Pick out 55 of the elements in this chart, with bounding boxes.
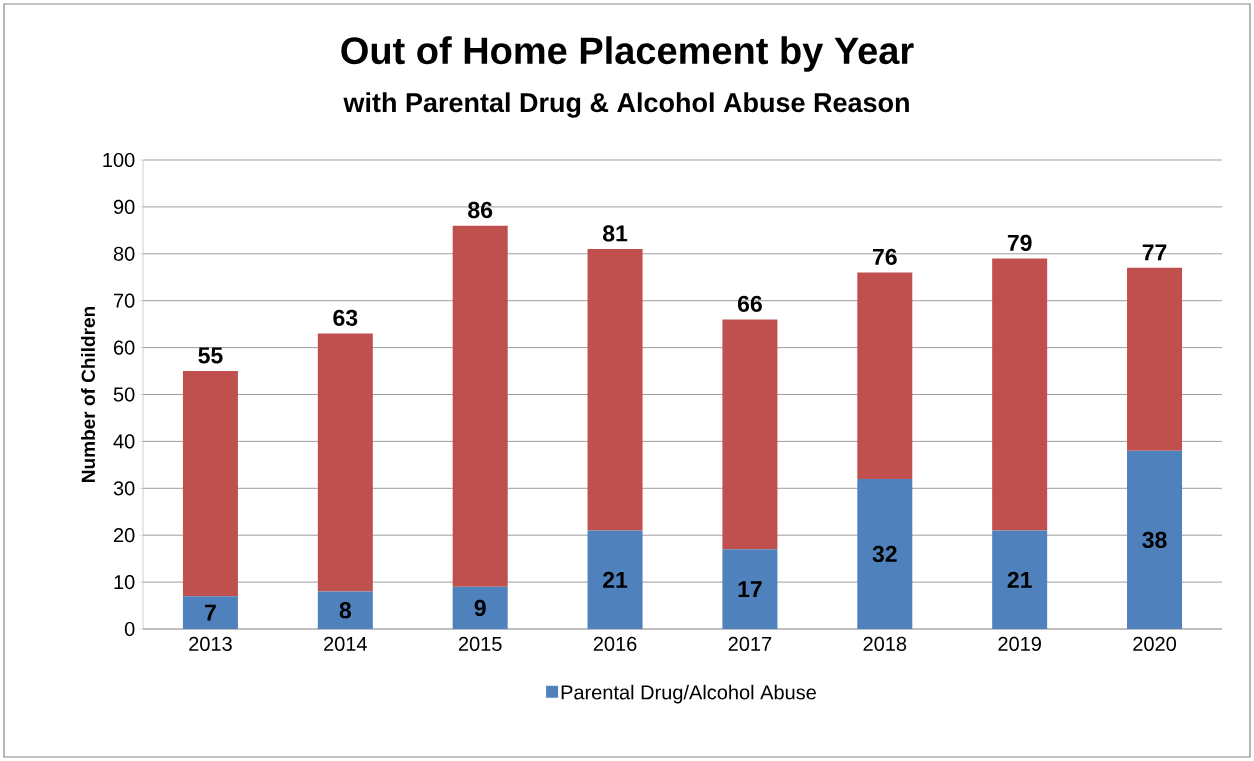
bar [1127, 450, 1183, 629]
y-tick-label: 40 [113, 434, 135, 449]
x-tick-label: 2015 [458, 636, 502, 651]
x-tick-label: 2013 [189, 636, 232, 651]
total-label: 81 [603, 225, 628, 242]
data-label: 21 [603, 571, 628, 588]
total-label: 76 [872, 248, 897, 266]
x-tick-label: 2020 [1133, 636, 1176, 651]
bar [857, 478, 913, 629]
data-label: 8 [339, 602, 351, 619]
bar [452, 586, 508, 629]
y-tick-label: 20 [113, 528, 135, 543]
bar [857, 272, 913, 479]
y-tick-label: 0 [124, 621, 135, 637]
bar [722, 319, 778, 550]
x-tick-label: 2018 [863, 636, 907, 651]
x-tick-label: 2016 [593, 636, 637, 651]
bar [992, 530, 1048, 629]
total-label: 77 [1142, 244, 1167, 261]
total-label: 66 [737, 295, 762, 312]
bar [992, 258, 1048, 531]
bar [182, 596, 238, 629]
legend-label: Parental Drug/Alcohol Abuse [561, 684, 816, 704]
data-label: 38 [1142, 531, 1167, 549]
y-tick-label: 100 [103, 152, 135, 168]
data-label: 17 [738, 581, 762, 598]
bar [587, 249, 643, 531]
data-label: 32 [872, 545, 897, 563]
total-label: 55 [198, 347, 223, 364]
y-tick-label: 80 [113, 246, 135, 261]
y-axis-title: Number of Children [81, 307, 96, 482]
chart-title: Out of Home Placement by Year [341, 36, 914, 72]
bar [317, 591, 373, 629]
bar [587, 530, 643, 629]
data-label: 7 [205, 604, 216, 621]
data-label: 9 [474, 599, 486, 617]
x-tick-label: 2019 [998, 636, 1041, 651]
y-tick-label: 60 [114, 340, 135, 355]
y-tick-label: 50 [113, 387, 135, 402]
y-tick-label: 10 [114, 575, 135, 590]
x-tick-label: 2017 [728, 636, 772, 651]
y-tick-label: 90 [113, 199, 135, 214]
y-tick-label: 30 [113, 481, 135, 496]
bar [317, 333, 373, 592]
bar [452, 225, 508, 587]
total-label: 79 [1007, 234, 1032, 251]
bar [722, 549, 778, 629]
x-tick-label: 2014 [324, 636, 367, 651]
bar [182, 371, 238, 597]
total-label: 63 [333, 309, 358, 327]
data-label: 21 [1007, 571, 1032, 588]
chart-subtitle: with Parental Drug & Alcohol Abuse Reason [343, 92, 909, 118]
total-label: 86 [468, 201, 493, 219]
bar [1127, 267, 1183, 451]
y-tick-label: 70 [114, 293, 135, 308]
